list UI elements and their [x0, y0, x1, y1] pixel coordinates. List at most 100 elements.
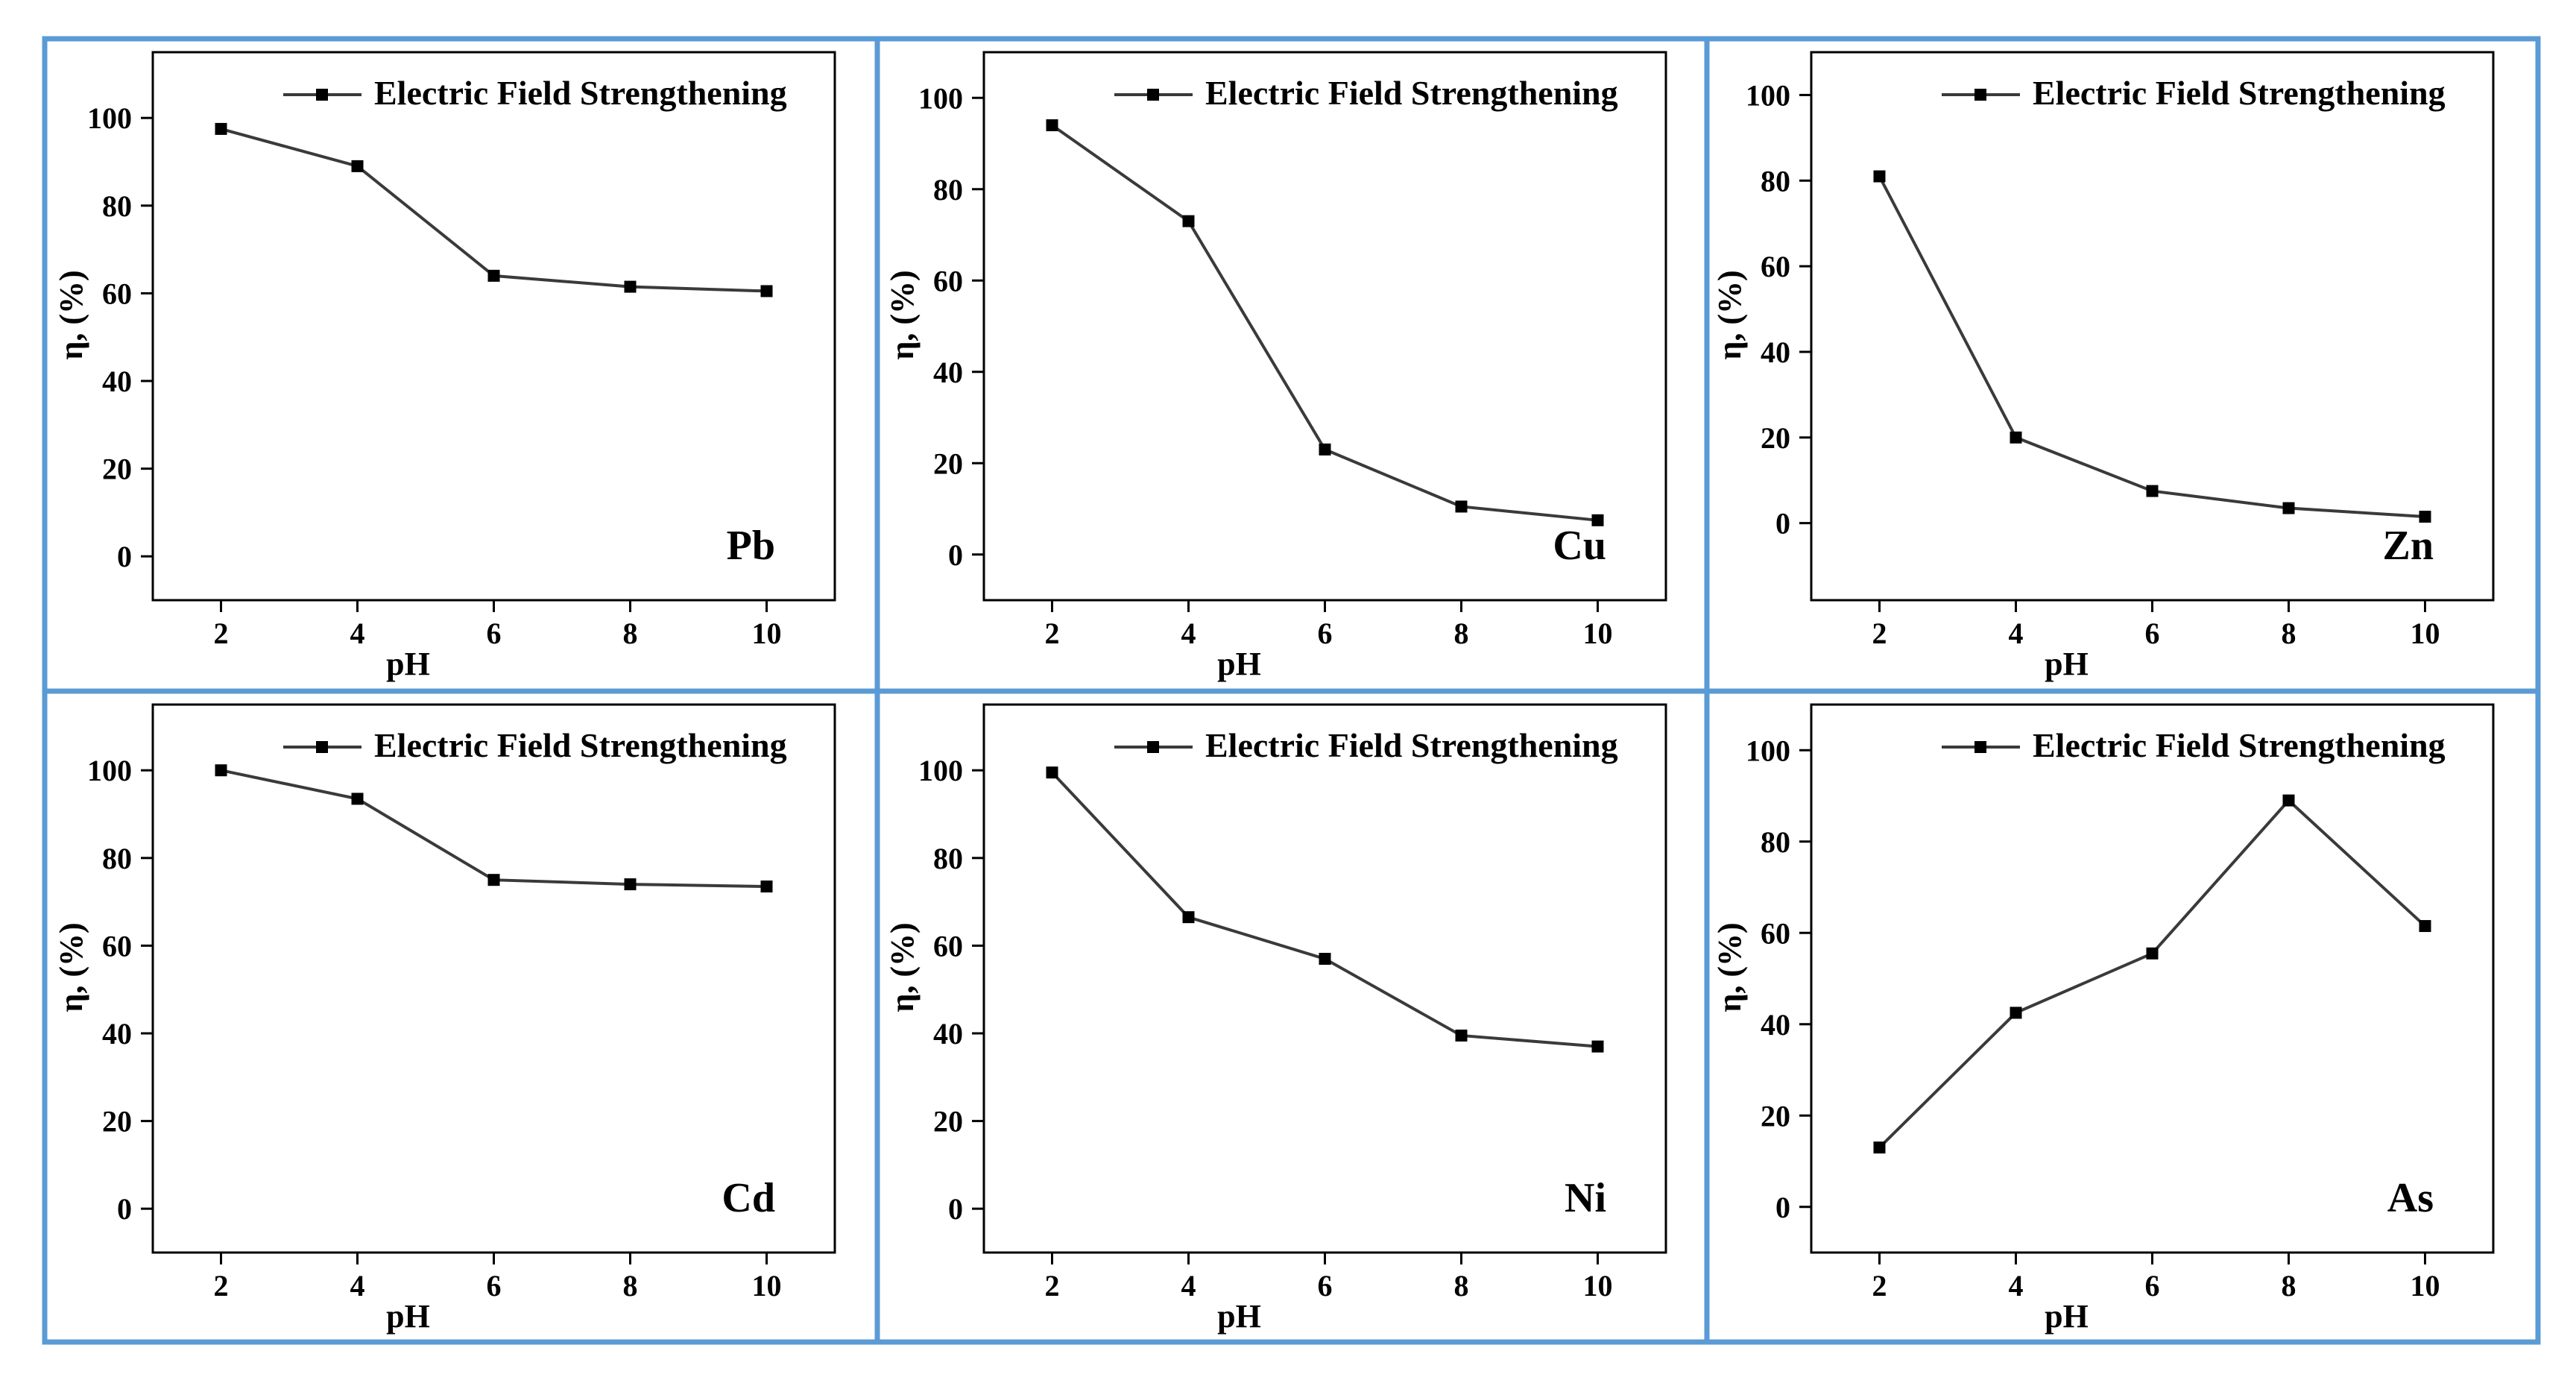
data-point	[760, 285, 773, 297]
y-tick-label: 100	[918, 81, 963, 115]
legend-label: Electric Field Strengthening	[2033, 74, 2446, 112]
y-tick-label: 0	[948, 1192, 963, 1226]
plot-frame	[1810, 703, 2495, 1254]
legend-label: Electric Field Strengthening	[1205, 74, 1618, 112]
x-tick-label: 10	[1583, 1269, 1613, 1302]
chart-panel-ni: 0 20 40 60 80 100 2 4 6 8 10 pH η, (%) Electric Field…	[884, 703, 1667, 1335]
plot-frame	[151, 51, 836, 602]
y-tick-label: 60	[933, 929, 963, 963]
data-point	[1182, 911, 1195, 924]
y-axis-title: η, (%)	[1711, 270, 1748, 359]
y-tick-label: 20	[933, 447, 963, 480]
series-line	[1051, 771, 1598, 1048]
x-tick-label: 10	[2411, 1269, 2440, 1302]
y-tick-label: 20	[1761, 421, 1790, 455]
y-tick-label: 60	[102, 277, 132, 310]
series-line	[1051, 124, 1598, 522]
legend-label: Electric Field Strengthening	[374, 74, 787, 112]
data-point	[2146, 947, 2159, 960]
series-line	[1878, 798, 2426, 1149]
y-tick-label: 20	[102, 1105, 132, 1138]
data-point	[2282, 502, 2295, 514]
legend-label: Electric Field Strengthening	[2033, 726, 2446, 764]
y-tick-label: 20	[102, 453, 132, 486]
element-label: Zn	[2383, 523, 2434, 569]
plot-frame	[1810, 51, 2495, 602]
y-axis-title: η, (%)	[53, 922, 89, 1012]
y-tick-label: 0	[117, 540, 132, 573]
x-tick-label: 6	[2145, 1269, 2160, 1302]
y-tick-label: 40	[933, 356, 963, 389]
data-point	[351, 160, 364, 172]
element-label: Ni	[1565, 1175, 1606, 1221]
x-axis-title: pH	[386, 1298, 430, 1335]
data-point	[1873, 1141, 1886, 1154]
panel-border	[874, 36, 1710, 694]
y-tick-label: 100	[918, 754, 963, 787]
element-label: Pb	[727, 523, 775, 569]
chart-panel-cu: 0 20 40 60 80 100 2 4 6 8 10 pH η, (%) Electric Field…	[884, 51, 1667, 682]
y-tick-label: 40	[102, 1017, 132, 1050]
y-tick-label: 100	[1746, 734, 1790, 767]
y-tick-label: 20	[933, 1105, 963, 1138]
data-point	[2010, 431, 2022, 444]
x-tick-label: 10	[752, 617, 782, 650]
legend-marker	[1974, 741, 1986, 753]
y-tick-label: 40	[1761, 336, 1790, 369]
y-tick-label: 100	[1746, 78, 1790, 112]
data-point	[2419, 511, 2431, 523]
data-point	[760, 881, 773, 893]
y-tick-label: 60	[1761, 250, 1790, 283]
data-point	[1182, 215, 1195, 227]
plot-frame	[151, 703, 836, 1254]
data-point	[487, 874, 500, 886]
data-point	[1873, 170, 1886, 183]
y-tick-label: 0	[1775, 507, 1790, 541]
x-tick-label: 4	[1181, 617, 1196, 650]
x-axis-title: pH	[1217, 1298, 1261, 1335]
data-point	[2010, 1007, 2022, 1019]
x-tick-label: 8	[2282, 1269, 2296, 1302]
chart-panel-pb: 0 20 40 60 80 100 2 4 6 8 10 pH η, (%) Electric Field…	[53, 51, 836, 682]
y-tick-label: 60	[1761, 916, 1790, 950]
x-tick-label: 2	[1045, 617, 1060, 650]
x-axis-title: pH	[1217, 646, 1261, 682]
chart-panel-as: 0 20 40 60 80 100 2 4 6 8 10 pH η, (%) Electric Field…	[1711, 703, 2495, 1335]
x-tick-label: 2	[1045, 1269, 1060, 1302]
x-tick-label: 8	[623, 617, 638, 650]
data-point	[1455, 500, 1468, 513]
x-tick-label: 8	[2282, 617, 2296, 650]
y-tick-label: 80	[1761, 825, 1790, 859]
data-point	[2282, 794, 2295, 807]
y-tick-label: 100	[87, 754, 132, 787]
panel-borders	[42, 36, 2541, 1345]
data-point	[1591, 514, 1604, 526]
y-axis-title: η, (%)	[53, 270, 89, 359]
x-tick-label: 8	[1454, 617, 1469, 650]
x-tick-label: 8	[623, 1269, 638, 1302]
panel-border	[1704, 36, 2541, 694]
chart-panel-zn: 0 20 40 60 80 100 2 4 6 8 10 pH η, (%) Electric Field…	[1711, 51, 2495, 682]
x-tick-label: 2	[214, 617, 229, 650]
x-tick-label: 6	[487, 1269, 502, 1302]
chart-panel-cd: 0 20 40 60 80 100 2 4 6 8 10 pH η, (%) Electric Field…	[53, 703, 836, 1335]
data-point	[215, 122, 227, 135]
element-label: Cu	[1553, 523, 1606, 569]
y-tick-label: 80	[933, 842, 963, 875]
data-point	[2419, 920, 2431, 933]
y-tick-label: 80	[1761, 164, 1790, 198]
x-tick-label: 4	[1181, 1269, 1196, 1302]
data-point	[487, 269, 500, 282]
y-tick-label: 100	[87, 101, 132, 135]
panel-border	[874, 688, 1710, 1345]
y-tick-label: 80	[933, 173, 963, 207]
x-tick-label: 6	[487, 617, 502, 650]
legend-marker	[1974, 89, 1986, 101]
data-point	[215, 764, 227, 777]
data-point	[2146, 485, 2159, 497]
y-tick-label: 40	[1761, 1008, 1790, 1042]
plot-frame	[982, 703, 1667, 1254]
y-tick-label: 60	[933, 264, 963, 297]
panel-border	[42, 36, 880, 694]
